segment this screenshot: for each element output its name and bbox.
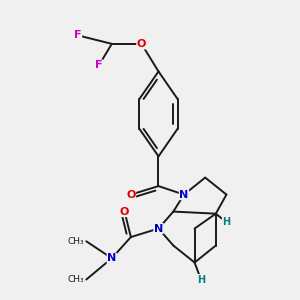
Text: F: F <box>95 60 103 70</box>
Text: O: O <box>120 207 129 217</box>
Text: O: O <box>137 39 146 49</box>
Text: H: H <box>222 217 230 227</box>
Text: O: O <box>126 190 136 200</box>
Text: H: H <box>197 274 205 284</box>
Text: N: N <box>107 253 116 263</box>
Text: F: F <box>74 30 82 40</box>
Text: CH₃: CH₃ <box>68 275 84 284</box>
Text: N: N <box>179 190 189 200</box>
Text: CH₃: CH₃ <box>68 237 84 246</box>
Text: N: N <box>154 224 163 234</box>
